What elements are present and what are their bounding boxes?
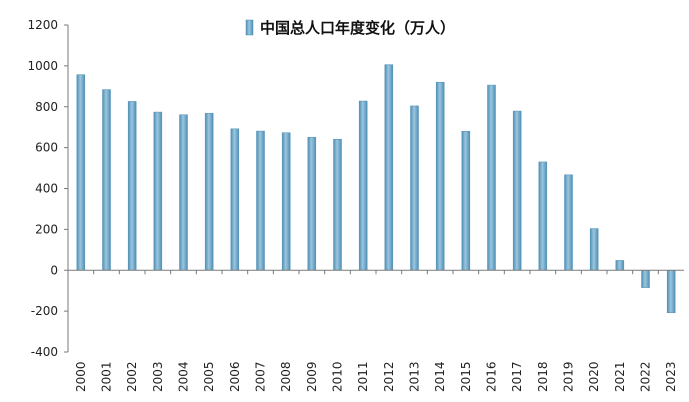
- legend-swatch: [245, 19, 254, 36]
- x-tick-label: 2010: [331, 361, 345, 392]
- bar-2000: [76, 74, 86, 271]
- x-tick-label: 2011: [356, 361, 370, 392]
- bar-2020: [589, 228, 599, 271]
- bar-2017: [512, 110, 522, 271]
- x-tick-label: 2023: [664, 361, 678, 392]
- bar-2003: [153, 111, 163, 271]
- bar-2016: [487, 84, 496, 271]
- x-tick-label: 2021: [613, 361, 627, 392]
- bar-2015: [461, 131, 471, 271]
- y-tick-label: -400: [31, 345, 58, 359]
- x-tick-label: 2008: [279, 361, 293, 392]
- x-tick-label: 2005: [202, 361, 216, 392]
- x-tick-label: 2007: [254, 361, 268, 392]
- y-tick-label: 400: [35, 182, 58, 196]
- x-tick-label: 2012: [382, 361, 396, 392]
- x-tick-label: 2018: [536, 361, 550, 392]
- bar-2011: [358, 100, 368, 271]
- x-tick-label: 2000: [74, 361, 88, 392]
- bars: [76, 64, 676, 314]
- y-tick-label: 0: [50, 263, 58, 277]
- x-tick-label: 2013: [408, 361, 422, 392]
- x-tick-label: 2017: [510, 361, 524, 392]
- y-tick-label: -200: [31, 304, 58, 318]
- x-tick-label: 2009: [305, 361, 319, 392]
- bar-2006: [230, 128, 240, 271]
- bar-2008: [281, 132, 291, 271]
- bar-2010: [333, 138, 342, 271]
- x-tick-label: 2004: [177, 361, 191, 392]
- bar-2007: [256, 130, 265, 271]
- bar-2002: [127, 101, 137, 271]
- bar-2001: [102, 89, 111, 271]
- legend-label: 中国总人口年度变化（万人）: [260, 19, 455, 37]
- bar-2013: [410, 105, 419, 271]
- bar-2012: [384, 64, 394, 271]
- legend: 中国总人口年度变化（万人）: [245, 19, 455, 37]
- bar-2021: [615, 260, 625, 271]
- x-tick-label: 2015: [459, 361, 473, 392]
- y-tick-label: 200: [35, 222, 58, 236]
- bar-2009: [307, 136, 317, 271]
- x-tick-label: 2006: [228, 361, 242, 392]
- bar-2019: [564, 174, 573, 271]
- x-tick-label: 2014: [433, 361, 447, 392]
- x-tick-label: 2002: [125, 361, 139, 392]
- bar-2018: [538, 161, 548, 271]
- bar-2014: [435, 81, 445, 271]
- y-axis: 1200 1000 800 600 400 200 0 -200 -400: [27, 18, 68, 359]
- x-axis: 2000 2001 2002 2003 2004 2005 2006 2007 2008 2009…: [67, 270, 678, 392]
- x-tick-label: 2020: [587, 361, 601, 392]
- x-tick-label: 2016: [485, 361, 499, 392]
- bar-2004: [179, 114, 188, 271]
- y-tick-label: 600: [35, 141, 58, 155]
- x-tick-label: 2001: [100, 361, 114, 392]
- bar-2023: [666, 270, 676, 314]
- bar-2005: [204, 113, 214, 271]
- x-tick-label: 2003: [151, 361, 165, 392]
- bar-2022: [641, 270, 650, 288]
- y-tick-label: 1200: [27, 18, 58, 32]
- y-tick-label: 800: [35, 100, 58, 114]
- x-tick-label: 2019: [562, 361, 576, 392]
- x-tick-label: 2022: [639, 361, 653, 392]
- y-tick-label: 1000: [27, 59, 58, 73]
